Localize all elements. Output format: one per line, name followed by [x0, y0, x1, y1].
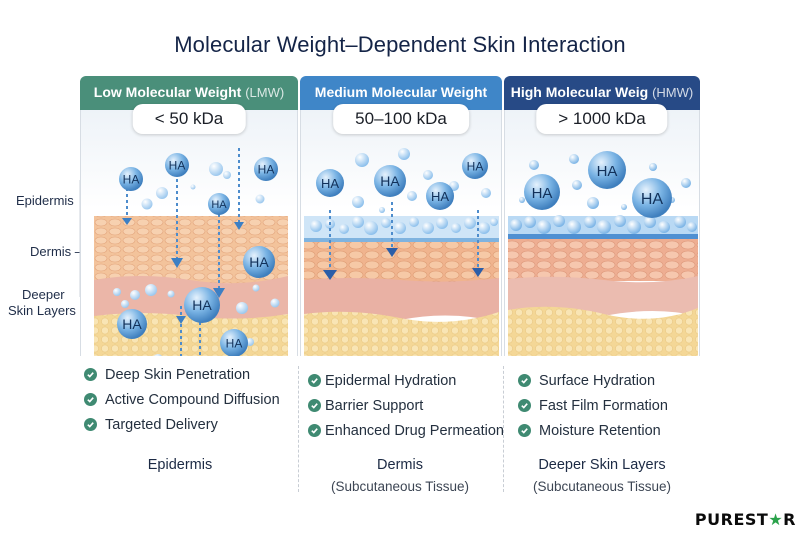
check-icon — [518, 399, 531, 412]
check-icon — [308, 424, 321, 437]
svg-text:HA: HA — [597, 163, 618, 180]
svg-text:HA: HA — [169, 159, 186, 173]
page-title: Molecular Weight–Dependent Skin Interact… — [174, 32, 626, 57]
lmw-skin-diagram: HA HA HA HA HA HA HA HA — [94, 148, 288, 356]
benefit-item: Epidermal Hydration — [308, 368, 504, 393]
svg-text:HA: HA — [192, 297, 212, 313]
layer-label-mmw: Dermis (Subcutaneous Tissue) — [330, 457, 470, 494]
panel-hmw-range: > 1000 kDa — [536, 104, 668, 134]
svg-text:HA: HA — [467, 160, 484, 174]
svg-text:HA: HA — [226, 337, 243, 351]
side-label-deeper: Deeper — [22, 287, 65, 302]
panel-lmw-body: < 50 kDa — [80, 104, 298, 356]
benefit-item: Barrier Support — [308, 393, 504, 418]
side-label-skin-layers: Skin Layers — [8, 303, 76, 318]
panel-lmw-title: Low Molecular Weight — [93, 84, 242, 100]
check-icon — [84, 368, 97, 381]
benefit-item: Targeted Delivery — [84, 412, 280, 437]
column-divider-2 — [503, 366, 504, 492]
benefit-item: Deep Skin Penetration — [84, 362, 280, 387]
mmw-skin-diagram: HA HA HA HA — [304, 148, 499, 356]
benefit-item: Fast Film Formation — [518, 393, 668, 418]
panel-hmw-body: > 1000 kDa — [504, 104, 700, 356]
benefits-lmw: Deep Skin Penetration Active Compound Di… — [84, 362, 280, 437]
svg-text:HA: HA — [431, 189, 449, 204]
benefit-item: Active Compound Diffusion — [84, 387, 280, 412]
panel-hmw-title: High Molecular Weig — [510, 84, 649, 100]
panel-hmw-header: High Molecular Weig (HMW) — [504, 76, 700, 110]
check-icon — [84, 418, 97, 431]
benefit-item: Enhanced Drug Permeation — [308, 418, 504, 443]
side-label-dermis: Dermis – — [30, 244, 83, 259]
panel-mmw-title: Medium Molecular Weight — [314, 84, 488, 100]
svg-text:HA: HA — [380, 173, 400, 189]
panel-hmw: High Molecular Weig (HMW) > 1000 kDa — [504, 76, 700, 356]
check-icon — [518, 374, 531, 387]
svg-text:HA: HA — [532, 185, 553, 202]
hmw-skin-diagram: HA HA HA — [508, 151, 698, 356]
svg-text:HA: HA — [321, 176, 339, 191]
panel-mmw-body: 50–100 kDa — [300, 104, 502, 356]
panel-mmw-range: 50–100 kDa — [333, 104, 469, 134]
star-icon: ★ — [768, 510, 784, 529]
panel-lmw-range: < 50 kDa — [132, 104, 246, 134]
benefit-item: Surface Hydration — [518, 368, 668, 393]
panel-mmw: Medium Molecular Weight 50–100 kDa — [300, 76, 502, 356]
svg-text:HA: HA — [211, 199, 227, 211]
layer-label-hmw: Deeper Skin Layers (Subcutaneous Tissue) — [532, 457, 672, 494]
brand-logo: PUREST★R — [694, 510, 796, 529]
svg-text:HA: HA — [122, 316, 142, 332]
check-icon — [84, 393, 97, 406]
benefit-item: Moisture Retention — [518, 418, 668, 443]
panel-hmw-abbr: (HMW) — [652, 85, 694, 100]
check-icon — [308, 374, 321, 387]
column-divider-1 — [298, 366, 299, 492]
layer-label-lmw: Epidermis — [147, 457, 213, 473]
ha-molecule: HA — [123, 173, 140, 187]
side-label-epidermis: Epidermis — [16, 193, 74, 208]
benefits-mmw: Epidermal Hydration Barrier Support Enha… — [308, 368, 504, 443]
svg-text:HA: HA — [249, 254, 269, 270]
benefits-hmw: Surface Hydration Fast Film Formation Mo… — [518, 368, 668, 443]
panel-lmw: Low Molecular Weight (LMW) < 50 kDa — [80, 76, 298, 356]
panel-lmw-header: Low Molecular Weight (LMW) — [80, 76, 298, 110]
panel-mmw-header: Medium Molecular Weight — [300, 76, 502, 110]
panel-lmw-abbr: (LMW) — [245, 85, 285, 100]
check-icon — [308, 399, 321, 412]
svg-text:HA: HA — [258, 163, 275, 177]
check-icon — [518, 424, 531, 437]
svg-text:HA: HA — [641, 191, 664, 208]
